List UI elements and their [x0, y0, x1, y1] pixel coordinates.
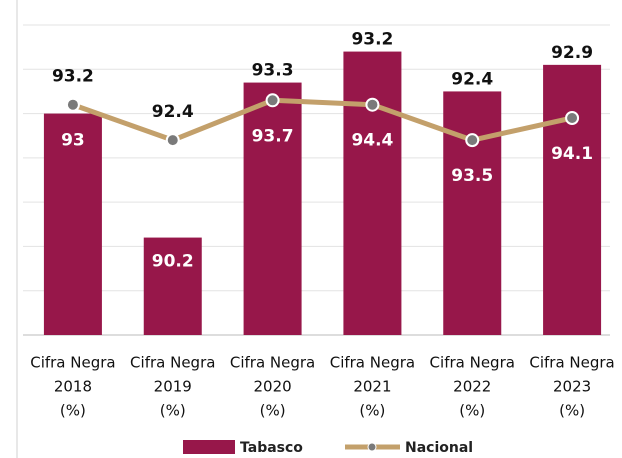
bar-value-label: 90.2 — [152, 252, 194, 272]
line-marker — [565, 111, 580, 125]
bar — [143, 237, 202, 335]
line-marker — [365, 97, 380, 112]
line-value-label: 92.9 — [551, 43, 593, 63]
bar-value-label: 94.4 — [351, 131, 393, 151]
x-tick-label: (%) — [359, 402, 385, 420]
bar — [543, 64, 602, 335]
bar-value-label: 93.7 — [252, 126, 294, 146]
x-tick-label: (%) — [459, 402, 485, 420]
x-tick-label: (%) — [60, 402, 86, 420]
bar-value-label: 93.5 — [451, 166, 493, 186]
bar — [443, 91, 502, 335]
line-marker — [465, 133, 480, 148]
x-tick-label: 2023 — [553, 378, 591, 396]
x-tick-label: 2021 — [353, 378, 391, 396]
x-tick-label: Cifra Negra — [430, 354, 515, 372]
bar-value-label: 93 — [61, 131, 85, 151]
x-tick-label: Cifra Negra — [529, 354, 614, 372]
x-tick-label: Cifra Negra — [330, 354, 415, 372]
line-value-label: 93.3 — [252, 61, 294, 81]
x-tick-label: (%) — [160, 402, 186, 420]
line-marker — [265, 93, 280, 108]
bar — [343, 51, 402, 335]
legend-swatch — [183, 440, 235, 454]
bar-value-label: 94.1 — [551, 144, 593, 164]
line-marker — [165, 133, 180, 148]
x-tick-label: (%) — [260, 402, 286, 420]
line-marker — [65, 97, 80, 112]
x-tick-label: (%) — [559, 402, 585, 420]
legend-label: Nacional — [405, 440, 473, 456]
x-tick-label: Cifra Negra — [30, 354, 115, 372]
line-value-label: 92.4 — [451, 69, 493, 89]
line-value-label: 93.2 — [52, 67, 94, 87]
x-tick-label: 2022 — [453, 378, 491, 396]
legend-marker — [367, 442, 377, 452]
x-tick-label: 2019 — [154, 378, 192, 396]
x-tick-label: 2020 — [253, 378, 291, 396]
bar — [243, 82, 302, 335]
bar — [43, 113, 102, 335]
x-tick-label: Cifra Negra — [230, 354, 315, 372]
line-value-label: 92.4 — [152, 102, 194, 122]
line-value-label: 93.2 — [351, 30, 393, 50]
x-tick-label: 2018 — [54, 378, 92, 396]
line — [72, 97, 573, 143]
legend-label: Tabasco — [240, 440, 303, 456]
x-tick-label: Cifra Negra — [130, 354, 215, 372]
